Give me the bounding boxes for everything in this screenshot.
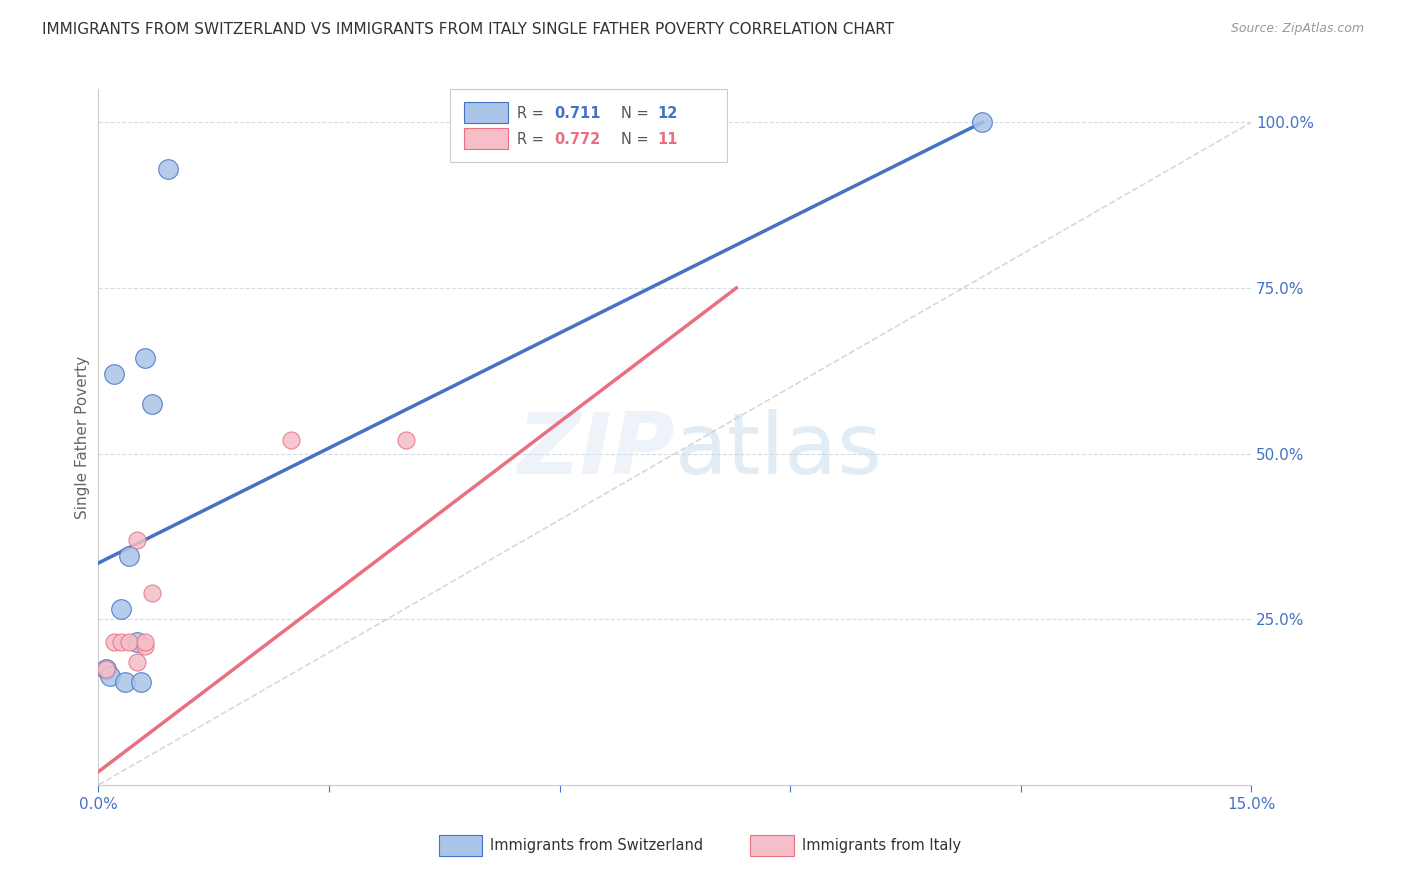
FancyBboxPatch shape [464,128,508,149]
Point [118,549,141,564]
Point [94,662,117,676]
Text: IMMIGRANTS FROM SWITZERLAND VS IMMIGRANTS FROM ITALY SINGLE FATHER POVERTY CORRE: IMMIGRANTS FROM SWITZERLAND VS IMMIGRANT… [42,22,894,37]
Point [125,635,148,649]
Point [129,675,152,690]
FancyBboxPatch shape [464,103,508,123]
Text: 11: 11 [658,132,678,147]
Point [125,533,148,547]
Text: 0.772: 0.772 [554,132,600,147]
Point [98,668,121,682]
Point [395,434,418,448]
FancyBboxPatch shape [749,835,793,856]
FancyBboxPatch shape [439,835,482,856]
Point [110,635,132,649]
Text: atlas: atlas [675,409,883,492]
Point [134,635,156,649]
Text: ZIP: ZIP [517,409,675,492]
Point [110,602,132,616]
Text: Immigrants from Switzerland: Immigrants from Switzerland [491,838,703,853]
Text: R =: R = [517,106,548,121]
FancyBboxPatch shape [450,89,727,162]
Text: Source: ZipAtlas.com: Source: ZipAtlas.com [1230,22,1364,36]
Point [134,351,156,365]
Text: 0.711: 0.711 [554,106,600,121]
Point [134,639,156,653]
Point [114,675,136,690]
Y-axis label: Single Father Poverty: Single Father Poverty [75,356,90,518]
Text: 12: 12 [658,106,678,121]
Point [141,586,163,600]
Text: N =: N = [620,132,652,147]
Point [156,161,179,176]
Point [118,635,141,649]
Point [94,662,117,676]
Point [103,367,125,381]
Point [141,397,163,411]
Point [280,434,302,448]
Point [972,115,994,129]
Text: Immigrants from Italy: Immigrants from Italy [801,838,960,853]
Text: N =: N = [620,106,652,121]
Point [125,656,148,670]
Text: R =: R = [517,132,548,147]
Point [103,635,125,649]
